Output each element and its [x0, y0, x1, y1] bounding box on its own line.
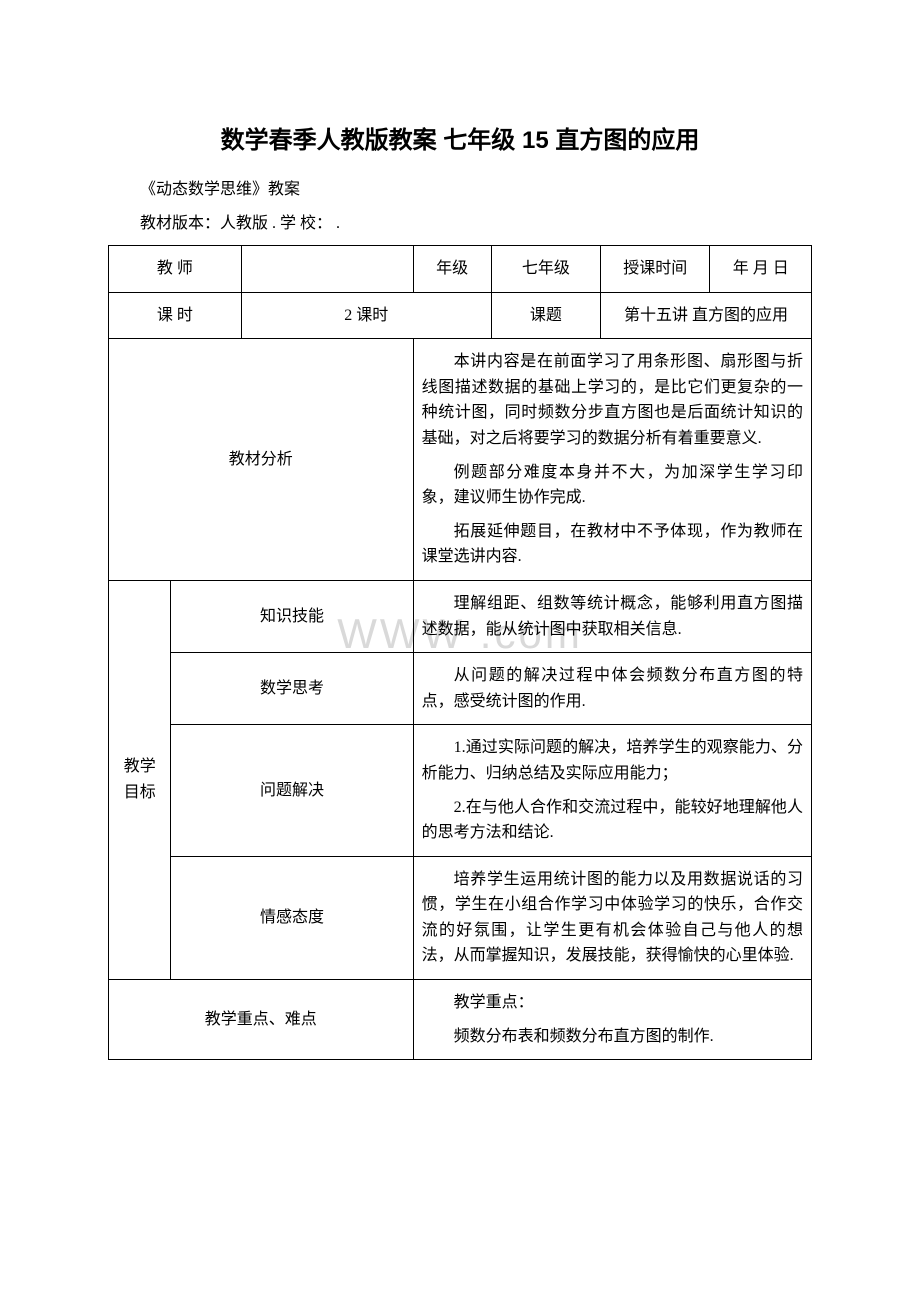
document-content: 数学春季人教版教案 七年级 15 直方图的应用 《动态数学思维》教案 教材版本：… — [108, 120, 812, 1060]
problem-solving-content: 1.通过实际问题的解决，培养学生的观察能力、分析能力、归纳总结及实际应用能力； … — [413, 725, 811, 856]
table-row-thinking: 数学思考 从问题的解决过程中体会频数分布直方图的特点，感受统计图的作用. — [109, 653, 812, 725]
table-row-problem-solving: 问题解决 1.通过实际问题的解决，培养学生的观察能力、分析能力、归纳总结及实际应… — [109, 725, 812, 856]
topic-value: 第十五讲 直方图的应用 — [601, 292, 812, 339]
attitude-content: 培养学生运用统计图的能力以及用数据说话的习惯，学生在小组合作学习中体验学习的快乐… — [413, 856, 811, 979]
table-row-header1: 教 师 年级 七年级 授课时间 年 月 日 — [109, 246, 812, 293]
material-analysis-content: 本讲内容是在前面学习了用条形图、扇形图与折线图描述数据的基础上学习的，是比它们更… — [413, 339, 811, 581]
table-row-attitude: 情感态度 培养学生运用统计图的能力以及用数据说话的习惯，学生在小组合作学习中体验… — [109, 856, 812, 979]
attitude-p: 培养学生运用统计图的能力以及用数据说话的习惯，学生在小组合作学习中体验学习的快乐… — [422, 867, 803, 969]
meta-line: 教材版本：人教版 . 学 校： . — [108, 209, 812, 233]
table-row-header2: 课 时 2 课时 课题 第十五讲 直方图的应用 — [109, 292, 812, 339]
problem-solving-label: 问题解决 — [171, 725, 413, 856]
material-analysis-label: 教材分析 — [109, 339, 414, 581]
knowledge-content: 理解组距、组数等统计概念，能够利用直方图描述数据，能从统计图中获取相关信息. — [413, 580, 811, 652]
material-analysis-p2: 例题部分难度本身并不大，为加深学生学习印象，建议师生协作完成. — [422, 460, 803, 511]
topic-label: 课题 — [491, 292, 600, 339]
teaching-goals-label: 教学目标 — [109, 580, 171, 979]
thinking-content: 从问题的解决过程中体会频数分布直方图的特点，感受统计图的作用. — [413, 653, 811, 725]
material-analysis-p1: 本讲内容是在前面学习了用条形图、扇形图与折线图描述数据的基础上学习的，是比它们更… — [422, 349, 803, 451]
knowledge-label: 知识技能 — [171, 580, 413, 652]
key-points-p2: 频数分布表和频数分布直方图的制作. — [422, 1024, 803, 1050]
grade-label: 年级 — [413, 246, 491, 293]
time-value: 年 月 日 — [710, 246, 812, 293]
knowledge-p: 理解组距、组数等统计概念，能够利用直方图描述数据，能从统计图中获取相关信息. — [422, 591, 803, 642]
grade-value: 七年级 — [491, 246, 600, 293]
key-points-p1: 教学重点： — [422, 990, 803, 1016]
page-title: 数学春季人教版教案 七年级 15 直方图的应用 — [108, 120, 812, 155]
teacher-value — [241, 246, 413, 293]
table-row-knowledge: 教学目标 知识技能 理解组距、组数等统计概念，能够利用直方图描述数据，能从统计图… — [109, 580, 812, 652]
key-points-label: 教学重点、难点 — [109, 980, 414, 1060]
key-points-content: 教学重点： 频数分布表和频数分布直方图的制作. — [413, 980, 811, 1060]
attitude-label: 情感态度 — [171, 856, 413, 979]
table-row-material-analysis: 教材分析 本讲内容是在前面学习了用条形图、扇形图与折线图描述数据的基础上学习的，… — [109, 339, 812, 581]
teacher-label: 教 师 — [109, 246, 242, 293]
table-row-key-points: 教学重点、难点 教学重点： 频数分布表和频数分布直方图的制作. — [109, 980, 812, 1060]
period-label: 课 时 — [109, 292, 242, 339]
thinking-p: 从问题的解决过程中体会频数分布直方图的特点，感受统计图的作用. — [422, 663, 803, 714]
problem-solving-p2: 2.在与他人合作和交流过程中，能较好地理解他人的思考方法和结论. — [422, 795, 803, 846]
subtitle: 《动态数学思维》教案 — [108, 175, 812, 199]
material-analysis-p3: 拓展延伸题目，在教材中不予体现，作为教师在课堂选讲内容. — [422, 519, 803, 570]
time-label: 授课时间 — [601, 246, 710, 293]
period-value: 2 课时 — [241, 292, 491, 339]
lesson-plan-table: 教 师 年级 七年级 授课时间 年 月 日 课 时 2 课时 课题 第十五讲 直… — [108, 245, 812, 1060]
problem-solving-p1: 1.通过实际问题的解决，培养学生的观察能力、分析能力、归纳总结及实际应用能力； — [422, 735, 803, 786]
thinking-label: 数学思考 — [171, 653, 413, 725]
